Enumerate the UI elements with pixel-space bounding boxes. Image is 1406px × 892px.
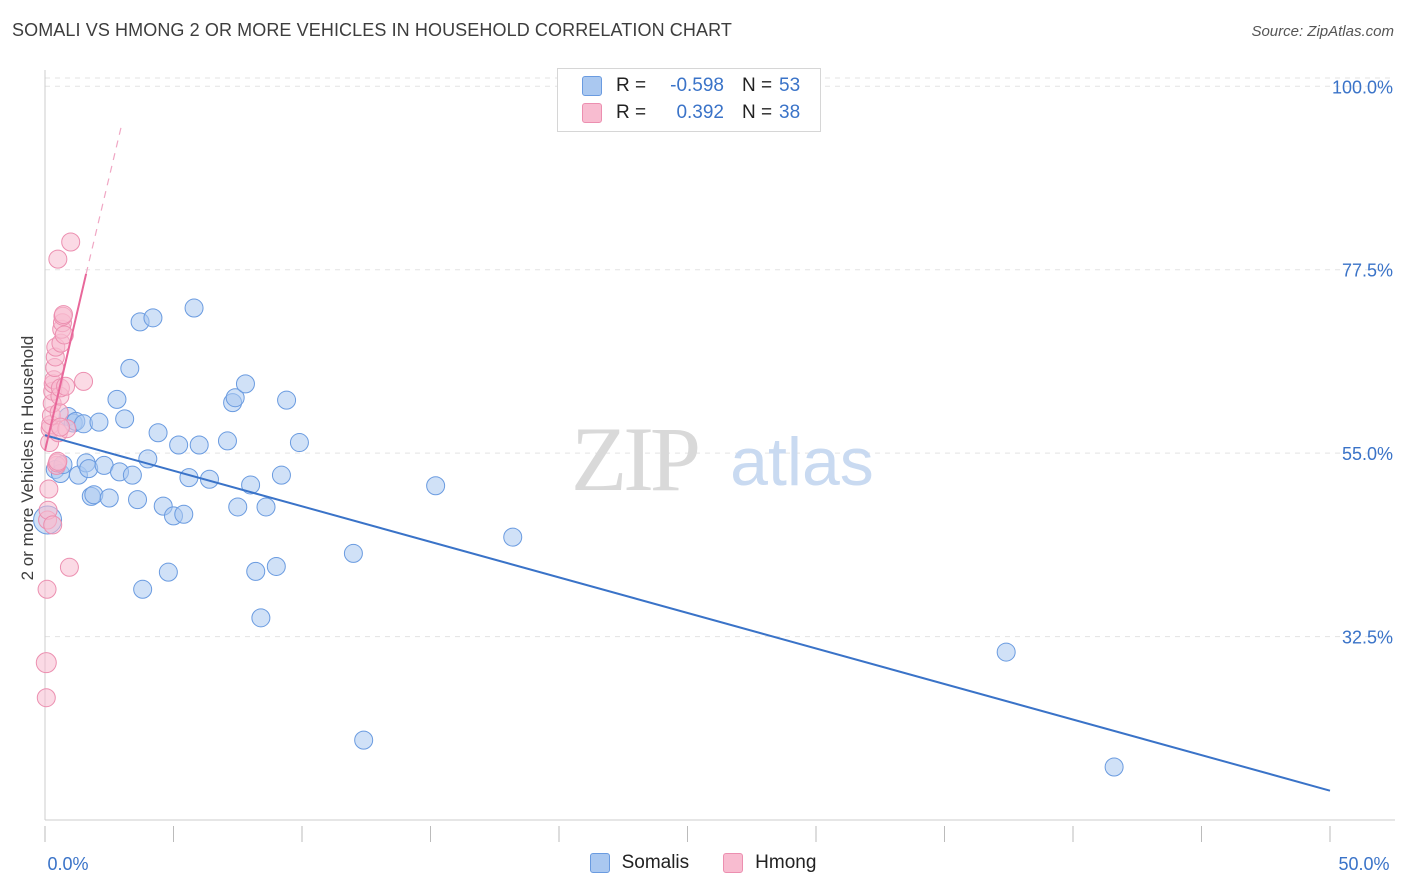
legend-r-value: 0.392: [676, 102, 724, 123]
legend-item-somalis[interactable]: Somalis: [589, 852, 690, 874]
somalis-point: [189, 435, 209, 455]
hmong-trend-line: [44, 273, 88, 451]
somalis-point: [84, 485, 104, 505]
legend-n-label: N =: [742, 75, 773, 96]
legend-label-hmong: Hmong: [755, 852, 817, 873]
legend-n-value: 38: [779, 102, 801, 123]
somalis-point: [246, 561, 266, 581]
legend-n-value: 53: [779, 75, 801, 96]
hmong-point: [35, 652, 57, 674]
hmong-swatch-icon: [582, 103, 602, 123]
hmong-point: [36, 688, 56, 708]
somalis-point: [148, 423, 168, 443]
y-axis-label: 2 or more Vehicles in Household: [18, 335, 37, 581]
somalis-swatch-icon: [589, 853, 610, 873]
somalis-point: [89, 412, 109, 432]
somalis-point: [225, 388, 245, 408]
hmong-point: [59, 557, 79, 577]
hmong-point: [50, 417, 70, 437]
somalis-point: [158, 562, 178, 582]
legend-r-label: R =: [616, 75, 647, 96]
somalis-point: [120, 358, 140, 378]
somalis-point: [289, 433, 309, 453]
hmong-point: [54, 305, 74, 325]
y-tick-label: 55.0%: [1342, 444, 1393, 464]
somalis-point: [169, 435, 189, 455]
somalis-point: [133, 579, 153, 599]
legend-n-label: N =: [742, 102, 773, 123]
hmong-point: [48, 451, 68, 471]
somalis-point: [354, 730, 374, 750]
somalis-swatch-icon: [582, 76, 602, 96]
hmong-point: [37, 579, 57, 599]
somalis-point: [122, 465, 142, 485]
somalis-point: [241, 475, 261, 495]
series-legend: Somalis Hmong: [0, 852, 1406, 874]
somalis-point: [115, 409, 135, 429]
correlation-legend: R = -0.598 N = 53 R = 0.392 N = 38: [557, 68, 821, 132]
chart-title: SOMALI VS HMONG 2 OR MORE VEHICLES IN HO…: [12, 20, 732, 40]
source-label: Source: ZipAtlas.com: [1251, 23, 1394, 40]
somalis-point: [184, 298, 204, 318]
somalis-point: [217, 431, 237, 451]
hmong-point: [39, 479, 59, 499]
hmong-point: [54, 325, 74, 345]
somalis-point: [79, 459, 99, 479]
y-tick-label: 100.0%: [1332, 77, 1393, 97]
somalis-point: [235, 374, 255, 394]
y-tick-label: 77.5%: [1342, 261, 1393, 281]
watermark-atlas: atlas: [730, 424, 874, 500]
somalis-point: [277, 390, 297, 410]
legend-label-somalis: Somalis: [621, 852, 690, 873]
watermark-zip: ZIP: [571, 408, 698, 510]
hmong-point: [43, 515, 63, 535]
somalis-point: [426, 476, 446, 496]
somalis-point: [228, 497, 248, 517]
somalis-point: [503, 527, 523, 547]
y-tick-label: 32.5%: [1342, 628, 1393, 648]
hmong-point: [48, 249, 68, 269]
legend-row-somalis: R = -0.598 N = 53: [582, 73, 800, 99]
somalis-point: [256, 497, 276, 517]
legend-row-hmong: R = 0.392 N = 38: [582, 100, 800, 126]
somalis-point: [107, 389, 127, 409]
legend-r-value: -0.598: [670, 75, 724, 96]
somalis-point: [1104, 757, 1124, 777]
somalis-point: [128, 490, 148, 510]
hmong-point: [61, 232, 81, 252]
somalis-point: [343, 543, 363, 563]
x-tick-label: 0.0%: [47, 854, 88, 874]
somalis-point: [996, 642, 1016, 662]
hmong-point: [74, 371, 94, 391]
hmong-trend-extension: [85, 122, 123, 274]
hmong-swatch-icon: [723, 853, 744, 873]
somalis-point: [266, 556, 286, 576]
somalis-point: [174, 504, 194, 524]
somalis-point: [143, 308, 163, 328]
legend-r-label: R =: [616, 102, 647, 123]
legend-item-hmong[interactable]: Hmong: [723, 852, 816, 874]
somalis-trend-line: [44, 434, 1331, 792]
somalis-point: [251, 608, 271, 628]
somalis-point: [99, 488, 119, 508]
somalis-point: [271, 465, 291, 485]
x-tick-label: 50.0%: [1338, 854, 1389, 874]
